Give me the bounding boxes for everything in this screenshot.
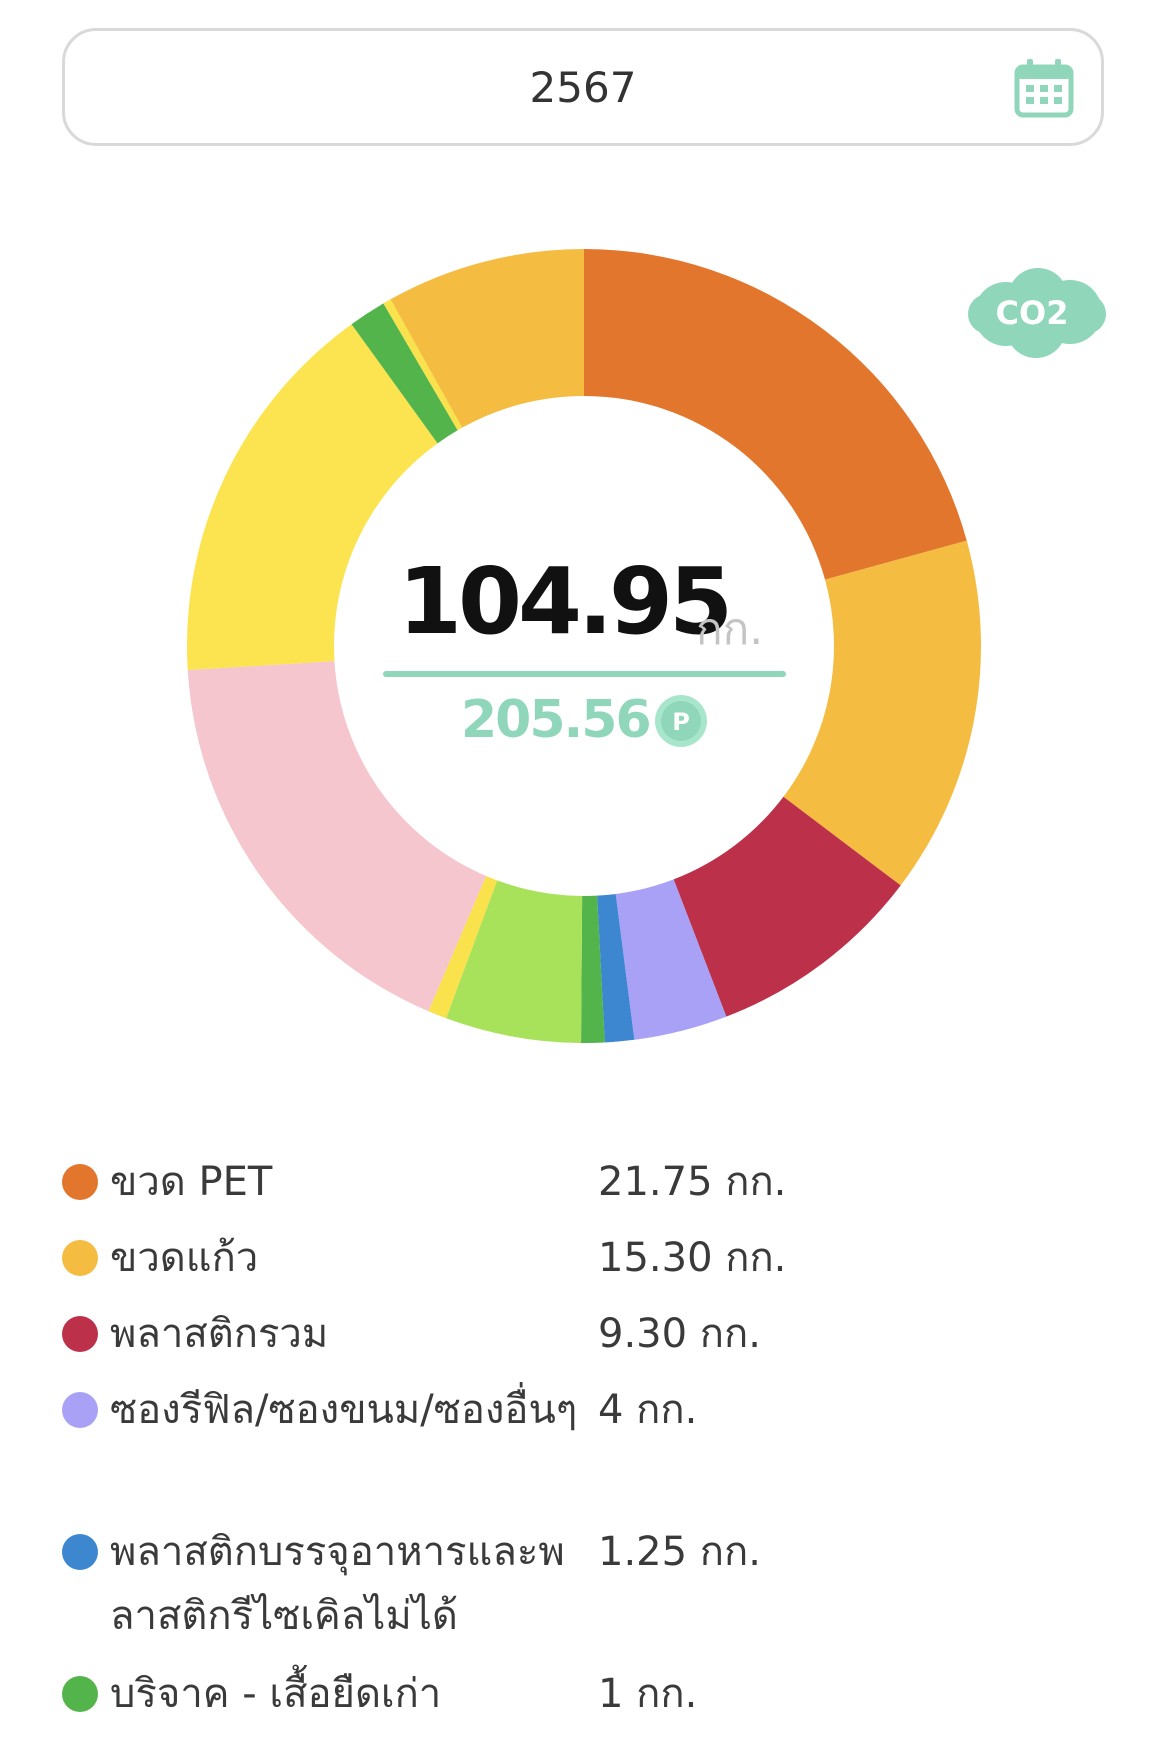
donut-slice-2[interactable]: [783, 540, 981, 886]
legend-label: พลาสติกบรรจุอาหารและพลาสติกรีไซเคิลไม่ได…: [110, 1529, 565, 1639]
legend-label: บริจาค - เสื้อยืดเก่า: [110, 1671, 442, 1717]
legend-color-dot: [62, 1534, 98, 1570]
p-coin-icon: P: [655, 695, 707, 747]
total-weight: 104.95: [398, 548, 733, 655]
donut-slice-6[interactable]: [581, 895, 605, 1044]
legend-color-dot: [62, 1676, 98, 1712]
legend-value: 1.25 กก.: [598, 1529, 761, 1575]
donut-slice-4[interactable]: [615, 879, 727, 1040]
center-divider: [383, 671, 786, 677]
year-value: 2567: [529, 63, 637, 112]
legend-color-dot: [62, 1164, 98, 1200]
donut-slice-11[interactable]: [351, 303, 458, 444]
legend-value: 9.30 กก.: [598, 1311, 761, 1357]
legend-color-dot: [62, 1316, 98, 1352]
donut-slice-10[interactable]: [186, 324, 438, 671]
legend-color-dot: [62, 1392, 98, 1428]
legend-label: ขวด PET: [110, 1159, 273, 1205]
legend-label: ซองรีฟิล/ซองขนม/ซองอื่นๆ: [110, 1387, 578, 1433]
legend-label: พลาสติกรวม: [110, 1311, 329, 1357]
co2-cloud-icon[interactable]: CO2: [966, 262, 1108, 358]
co2-label: CO2: [996, 294, 1069, 332]
legend-label: ขวดแก้ว: [110, 1235, 259, 1281]
donut-slice-13[interactable]: [390, 249, 584, 428]
donut-slice-9[interactable]: [187, 661, 487, 1012]
donut-slice-5[interactable]: [597, 893, 635, 1043]
donut-slice-1[interactable]: [584, 249, 967, 580]
legend-value: 21.75 กก.: [598, 1159, 787, 1205]
legend-value: 1 กก.: [598, 1671, 698, 1717]
donut-slice-8[interactable]: [428, 876, 498, 1019]
donut-slice-3[interactable]: [673, 796, 901, 1017]
calendar-icon[interactable]: [1013, 57, 1075, 119]
svg-text:P: P: [672, 708, 690, 736]
donut-slice-12[interactable]: [383, 299, 463, 431]
legend-value: 15.30 กก.: [598, 1235, 787, 1281]
donut-chart: [186, 249, 981, 1044]
legend-color-dot: [62, 1240, 98, 1276]
total-points: 205.56: [461, 690, 652, 750]
year-selector[interactable]: 2567: [62, 28, 1104, 146]
legend-value: 4 กก.: [598, 1387, 698, 1433]
total-weight-unit: กก.: [696, 604, 764, 655]
donut-slice-7[interactable]: [446, 880, 583, 1043]
